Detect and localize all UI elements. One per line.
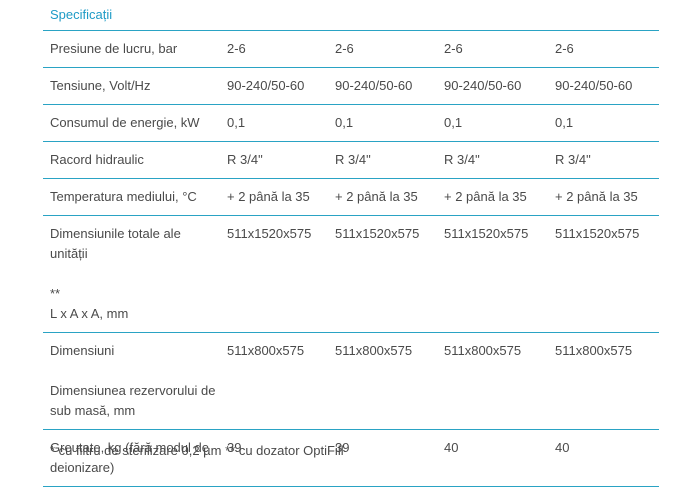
row-label: Tensiune, Volt/Hz [43, 67, 220, 105]
row-value: 511x800x575 [548, 332, 659, 430]
row-value: 0,1 [328, 104, 437, 142]
row-value: + 2 până la 35 [437, 178, 548, 216]
row-value: 511x800x575 [220, 332, 328, 430]
table-row: Racord hidraulic R 3/4" R 3/4" R 3/4" R … [43, 141, 659, 179]
row-value: 511x1520x575 [437, 215, 548, 333]
row-label-line: Dimensiuni [50, 343, 115, 358]
table-footnote: * cu filtru de sterilizare 0,2 µm ** cu … [50, 443, 344, 458]
row-value: 90-240/50-60 [220, 67, 328, 105]
row-label: Temperatura mediului, °C [43, 178, 220, 216]
table-row: Temperatura mediului, °C + 2 până la 35 … [43, 178, 659, 216]
row-label-line: L x A x A, mm [50, 306, 129, 321]
row-value: 40 [548, 429, 659, 487]
row-value: 90-240/50-60 [437, 67, 548, 105]
row-label: Greutate, kg (fără modul de deionizare) [43, 429, 220, 487]
table-row: Tensiune, Volt/Hz 90-240/50-60 90-240/50… [43, 67, 659, 105]
specifications-table: Presiune de lucru, bar 2-6 2-6 2-6 2-6 T… [43, 30, 659, 487]
table-row: Dimensiuni Dimensiunea rezervorului de s… [43, 332, 659, 430]
row-value: 39 [328, 429, 437, 487]
row-label: Presiune de lucru, bar [43, 30, 220, 68]
row-value: 2-6 [328, 30, 437, 68]
row-value: 0,1 [220, 104, 328, 142]
table-row: Presiune de lucru, bar 2-6 2-6 2-6 2-6 [43, 30, 659, 68]
row-value: 90-240/50-60 [548, 67, 659, 105]
row-value: 511x1520x575 [328, 215, 437, 333]
row-value: 2-6 [548, 30, 659, 68]
row-value: 511x1520x575 [548, 215, 659, 333]
row-value: 511x800x575 [328, 332, 437, 430]
row-value: 0,1 [548, 104, 659, 142]
section-title: Specificații [50, 7, 113, 22]
row-label-line: Dimensiunile totale ale unității [50, 226, 181, 261]
row-value: + 2 până la 35 [328, 178, 437, 216]
row-value: 511x800x575 [437, 332, 548, 430]
row-value: 2-6 [220, 30, 328, 68]
table-row: Consumul de energie, kW 0,1 0,1 0,1 0,1 [43, 104, 659, 142]
row-value: 40 [437, 429, 548, 487]
row-label: Racord hidraulic [43, 141, 220, 179]
row-value: 39 [220, 429, 328, 487]
table-row: Dimensiunile totale ale unității ** L x … [43, 215, 659, 333]
row-value: 511x1520x575 [220, 215, 328, 333]
row-value: R 3/4" [548, 141, 659, 179]
row-value: R 3/4" [328, 141, 437, 179]
row-label: Dimensiunile totale ale unității ** L x … [43, 215, 220, 333]
row-value: 0,1 [437, 104, 548, 142]
row-label: Dimensiuni Dimensiunea rezervorului de s… [43, 332, 220, 430]
row-label-footnote-mark: ** [50, 286, 61, 301]
row-value: 90-240/50-60 [328, 67, 437, 105]
row-value: 2-6 [437, 30, 548, 68]
row-value: + 2 până la 35 [220, 178, 328, 216]
row-value: R 3/4" [220, 141, 328, 179]
row-label: Consumul de energie, kW [43, 104, 220, 142]
row-label-line: Dimensiunea rezervorului de sub masă, mm [50, 383, 216, 418]
row-value: R 3/4" [437, 141, 548, 179]
row-value: + 2 până la 35 [548, 178, 659, 216]
table-row: Greutate, kg (fără modul de deionizare) … [43, 429, 659, 487]
